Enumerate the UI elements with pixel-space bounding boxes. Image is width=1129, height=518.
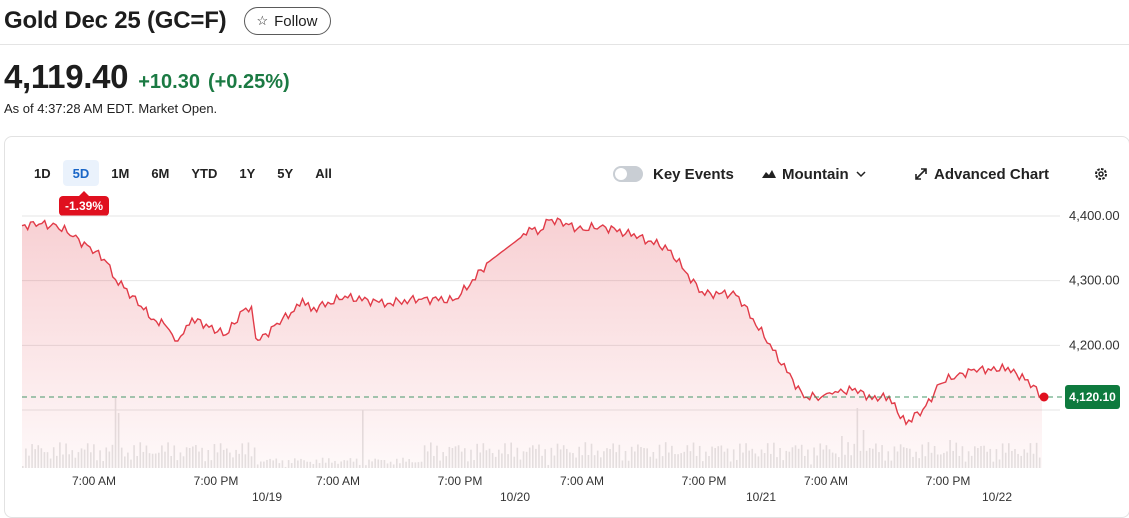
date-label: 10/22 bbox=[982, 490, 1012, 504]
expand-arrow-icon bbox=[915, 168, 927, 180]
range-tab-5d[interactable]: 5D bbox=[62, 160, 100, 186]
price-line bbox=[21, 217, 1043, 426]
range-tab-1d[interactable]: 1D bbox=[34, 165, 51, 181]
x-tick-label: 7:00 PM bbox=[438, 474, 483, 488]
star-icon: ☆ bbox=[256, 13, 269, 28]
x-tick-label: 7:00 PM bbox=[926, 474, 971, 488]
range-tab-6m[interactable]: 6M bbox=[151, 165, 170, 181]
x-tick-label: 7:00 AM bbox=[804, 474, 848, 488]
follow-label: Follow bbox=[274, 12, 318, 30]
price-change: +10.30 bbox=[138, 71, 200, 93]
y-tick-label: 4,400.00 bbox=[1069, 208, 1120, 223]
date-label: 10/21 bbox=[746, 490, 776, 504]
gear-icon bbox=[1095, 168, 1107, 180]
date-label: 10/20 bbox=[500, 490, 530, 504]
x-tick-label: 7:00 AM bbox=[560, 474, 604, 488]
mountain-icon bbox=[762, 170, 776, 178]
range-tab-1m[interactable]: 1M bbox=[111, 165, 130, 181]
date-label: 10/19 bbox=[252, 490, 282, 504]
x-tick-label: 7:00 PM bbox=[194, 474, 239, 488]
x-tick-label: 7:00 AM bbox=[316, 474, 360, 488]
market-status: As of 4:37:28 AM EDT. Market Open. bbox=[4, 101, 218, 116]
range-tab-5y[interactable]: 5Y bbox=[277, 165, 294, 181]
y-tick-label: 4,200.00 bbox=[1069, 337, 1120, 352]
current-price-dot bbox=[1039, 392, 1049, 402]
y-tick-label: 4,300.00 bbox=[1069, 273, 1120, 288]
advanced-chart-button[interactable]: Advanced Chart bbox=[914, 163, 1049, 185]
follow-button[interactable]: ☆ Follow bbox=[244, 7, 332, 35]
price-area bbox=[22, 218, 1042, 468]
advanced-chart-label: Advanced Chart bbox=[934, 165, 1050, 183]
toggle-switch[interactable] bbox=[613, 166, 643, 182]
current-price-tag: 4,120.10 bbox=[1065, 385, 1120, 409]
chart-settings-button[interactable] bbox=[1093, 163, 1109, 185]
range-tab-1y[interactable]: 1Y bbox=[239, 165, 256, 181]
current-price: 4,119.40 bbox=[4, 58, 129, 95]
header-divider bbox=[0, 44, 1129, 45]
key-events-toggle[interactable]: Key Events bbox=[613, 163, 734, 185]
chart-type-dropdown[interactable]: Mountain bbox=[761, 163, 867, 185]
chevron-down-icon bbox=[856, 171, 866, 178]
performance-badge: -1.39% bbox=[59, 191, 110, 216]
price-change-percent: (+0.25%) bbox=[207, 71, 290, 93]
range-tabs: 1D 5D 1M 6M YTD 1Y 5Y All bbox=[24, 160, 344, 186]
key-events-label: Key Events bbox=[653, 165, 734, 183]
x-tick-label: 7:00 PM bbox=[682, 474, 727, 488]
chart-type-label: Mountain bbox=[782, 165, 849, 183]
range-tab-ytd[interactable]: YTD bbox=[191, 165, 218, 181]
range-tab-all[interactable]: All bbox=[315, 165, 332, 181]
page-title: Gold Dec 25 (GC=F) bbox=[4, 7, 227, 34]
x-tick-label: 7:00 AM bbox=[72, 474, 116, 488]
